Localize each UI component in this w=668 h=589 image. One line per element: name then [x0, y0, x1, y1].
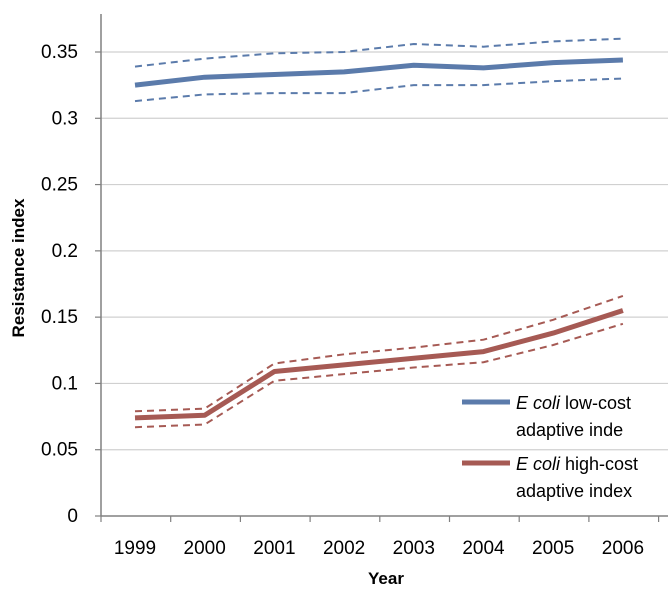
x-tick-label: 2002 [323, 538, 365, 559]
y-tick-label: 0.05 [41, 440, 78, 461]
y-tick-label: 0.3 [52, 108, 78, 129]
x-tick-label: 2006 [602, 538, 644, 559]
series-2-lower-bound-line [134, 322, 624, 429]
legend-label-rest: high-cost [560, 454, 638, 474]
series-1-upper-bound-line [134, 37, 623, 68]
series-1-lower-bound-line [134, 77, 623, 103]
y-axis-ticks: 0 0.05 0.1 0.15 0.2 0.25 0.3 0.35 [41, 42, 101, 527]
legend-label-line2: adaptive index [516, 481, 632, 501]
series-2-line [134, 308, 624, 421]
y-tick-label: 0 [67, 506, 78, 527]
legend-label-line1: E coli low-cost [516, 393, 631, 413]
x-tick-label: 1999 [114, 538, 156, 559]
y-tick-label: 0.35 [41, 42, 78, 63]
x-tick-label: 2003 [393, 538, 435, 559]
x-tick-label: 2005 [532, 538, 574, 559]
series-1-line [134, 57, 623, 88]
x-axis-ticks: 1999 2000 2001 2002 2003 2004 2005 2006 [100, 516, 660, 559]
x-tick-label: 2000 [184, 538, 226, 559]
y-axis-title: Resistance index [9, 198, 28, 337]
series-lines [134, 37, 624, 429]
y-tick-label: 0.1 [52, 373, 78, 394]
y-tick-label: 0.25 [41, 175, 78, 196]
legend-label-line2: adaptive inde [516, 420, 623, 440]
x-tick-label: 2001 [253, 538, 295, 559]
axes [100, 14, 668, 517]
y-tick-label: 0.2 [52, 241, 78, 262]
legend-label-italic: E coli [516, 454, 561, 474]
y-tick-label: 0.15 [41, 307, 78, 328]
legend-label-line1: E coli high-cost [516, 454, 638, 474]
legend: E coli low-cost adaptive inde E coli high-… [462, 393, 638, 501]
x-tick-label: 2004 [462, 538, 505, 559]
legend-label-italic: E coli [516, 393, 561, 413]
series-2-upper-bound-line [134, 294, 624, 413]
gridlines [101, 51, 668, 451]
x-axis-title: Year [368, 569, 404, 588]
legend-label-rest: low-cost [560, 393, 631, 413]
